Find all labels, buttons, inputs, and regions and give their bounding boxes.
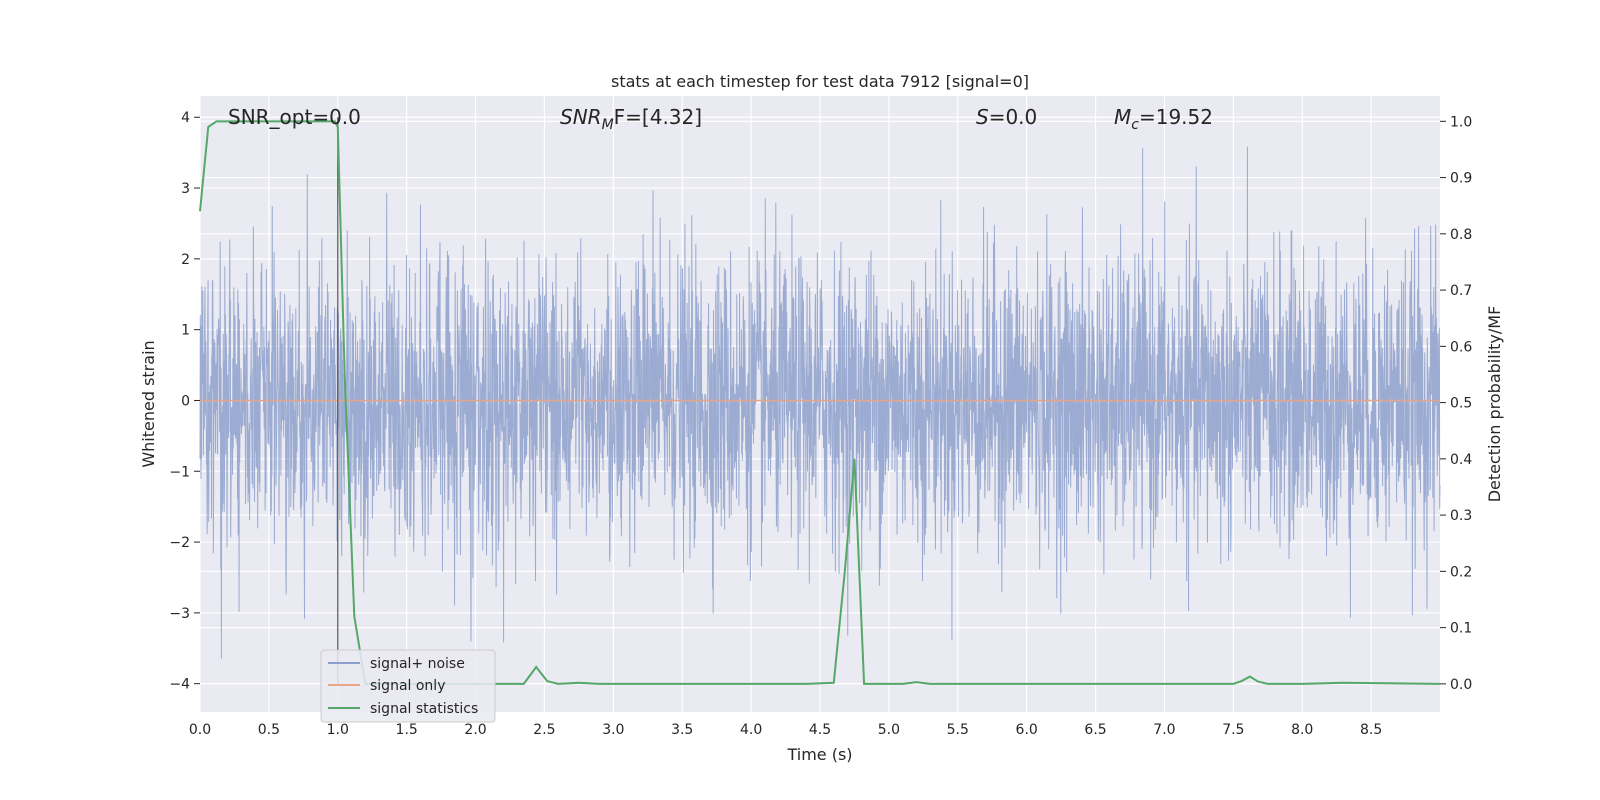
y-tick-label: −3 [169,606,190,622]
x-tick-label: 4.0 [740,722,762,738]
signal-noise-series [199,146,1441,659]
snr-mf-sub: M [602,117,614,133]
x-tick-label: 1.0 [327,722,349,738]
x-tick-label: 7.5 [1222,722,1244,738]
mc-annotation: Mc=19.52 [1114,105,1213,133]
x-tick-label: 0.0 [189,722,211,738]
legend-label-signal-noise: signal+ noise [370,656,465,672]
x-tick-label: 6.0 [1016,722,1038,738]
x-tick-label: 2.5 [533,722,555,738]
snr-opt-annotation: SNR_opt=0.0 [228,105,361,129]
chart-title: stats at each timestep for test data 791… [611,72,1029,91]
s-main: S [976,105,989,129]
x-tick-label: 8.0 [1291,722,1313,738]
signal-noise-line [199,146,1441,659]
snr-mf-annotation: SNRMF=[4.32] [560,105,702,133]
y-tick-label: 2 [181,252,190,268]
x-tick-label: 6.5 [1084,722,1106,738]
x-tick-label: 0.5 [258,722,280,738]
legend: signal+ noise signal only signal statist… [320,649,496,723]
y-tick-label: −2 [169,535,190,551]
y-right-tick-label: 0.8 [1450,227,1472,243]
y-right-tick-label: 0.7 [1450,283,1472,299]
y-axis-label: Whitened strain [139,340,158,467]
y-right-tick-label: 0.1 [1450,621,1472,637]
x-tick-label: 8.5 [1360,722,1382,738]
snr-mf-base: SNR [560,105,602,129]
legend-box [320,649,496,723]
mc-main: M [1114,105,1131,129]
y-tick-label: 3 [181,181,190,197]
y-tick-label: −1 [169,464,190,480]
y-right-tick-label: 0.0 [1450,677,1472,693]
x-tick-label: 5.0 [878,722,900,738]
y-right-tick-label: 0.9 [1450,171,1472,187]
mc-sub: c [1131,117,1139,133]
mc-tail: =19.52 [1139,105,1213,129]
y-ticks-right: 1.0 0.9 0.8 0.7 0.6 0.5 0.4 0.3 0.2 0.1 0.0 [1440,114,1472,693]
x-tick-label: 2.0 [464,722,486,738]
y-tick-label: 4 [181,110,190,126]
y-tick-label: 0 [181,393,190,409]
signal-statistics-line [199,120,1441,685]
legend-label-signal-statistics: signal statistics [370,701,478,717]
y-axis-right-label: Detection probability/MF [1485,306,1504,503]
y-right-tick-label: 0.6 [1450,339,1472,355]
s-annotation: S=0.0 [976,105,1037,129]
x-tick-label: 5.5 [947,722,969,738]
signal-statistics-series [199,120,1441,685]
x-tick-label: 3.5 [671,722,693,738]
y-right-tick-label: 0.5 [1450,396,1472,412]
y-ticks: 4 3 2 1 0 −1 −2 −3 −4 [169,110,200,693]
x-tick-label: 4.5 [809,722,831,738]
y-tick-label: 1 [181,323,190,339]
legend-label-signal-only: signal only [370,678,445,694]
y-right-tick-label: 1.0 [1450,114,1472,130]
y-right-tick-label: 0.4 [1450,452,1472,468]
y-right-tick-label: 0.3 [1450,508,1472,524]
x-ticks: 0.0 0.5 1.0 1.5 2.0 2.5 3.0 3.5 4.0 4.5 5.0 5.5 6.0 6… [189,722,1382,738]
y-tick-label: −4 [169,677,190,693]
x-axis-label: Time (s) [786,745,852,764]
x-tick-label: 7.0 [1153,722,1175,738]
x-tick-label: 1.5 [396,722,418,738]
y-right-tick-label: 0.2 [1450,564,1472,580]
snr-mf-tail: F=[4.32] [614,105,702,129]
x-tick-label: 3.0 [602,722,624,738]
s-tail: =0.0 [989,105,1038,129]
